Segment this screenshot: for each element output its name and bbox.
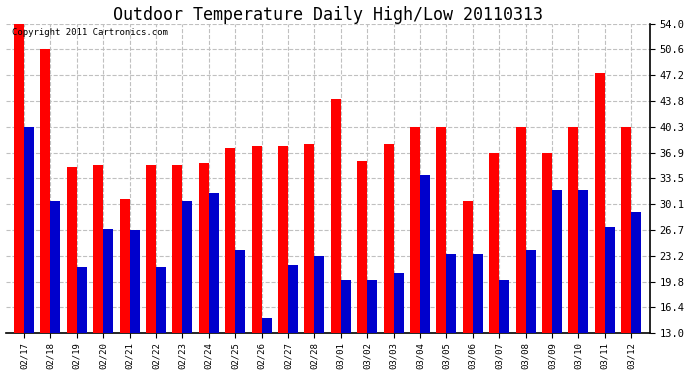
Bar xyxy=(41,50,50,375)
Bar xyxy=(621,127,631,375)
Bar xyxy=(209,194,219,375)
Bar xyxy=(473,254,483,375)
Bar xyxy=(104,229,113,375)
Bar xyxy=(384,144,393,375)
Bar xyxy=(463,201,473,375)
Bar xyxy=(182,201,193,375)
Bar xyxy=(500,280,509,375)
Bar xyxy=(420,174,430,375)
Title: Outdoor Temperature Daily High/Low 20110313: Outdoor Temperature Daily High/Low 20110… xyxy=(112,6,542,24)
Bar xyxy=(262,318,272,375)
Bar xyxy=(24,127,34,375)
Bar xyxy=(367,280,377,375)
Bar xyxy=(489,153,500,375)
Bar xyxy=(393,273,404,375)
Bar xyxy=(605,227,615,375)
Bar xyxy=(357,161,367,375)
Bar xyxy=(93,165,104,375)
Bar xyxy=(315,256,324,375)
Bar xyxy=(235,250,245,375)
Bar xyxy=(225,148,235,375)
Bar xyxy=(252,146,262,375)
Bar xyxy=(331,99,341,375)
Bar xyxy=(14,24,24,375)
Bar xyxy=(569,127,578,375)
Bar xyxy=(446,254,457,375)
Bar xyxy=(552,190,562,375)
Bar xyxy=(595,73,605,375)
Text: Copyright 2011 Cartronics.com: Copyright 2011 Cartronics.com xyxy=(12,28,168,38)
Bar xyxy=(436,127,446,375)
Bar xyxy=(130,230,139,375)
Bar xyxy=(341,280,351,375)
Bar xyxy=(578,190,589,375)
Bar xyxy=(526,250,535,375)
Bar xyxy=(156,267,166,375)
Bar xyxy=(172,165,182,375)
Bar xyxy=(410,127,420,375)
Bar xyxy=(542,153,552,375)
Bar xyxy=(50,201,61,375)
Bar xyxy=(199,163,209,375)
Bar xyxy=(288,265,298,375)
Bar xyxy=(304,144,315,375)
Bar xyxy=(515,127,526,375)
Bar xyxy=(278,146,288,375)
Bar xyxy=(119,199,130,375)
Bar xyxy=(146,165,156,375)
Bar xyxy=(631,212,641,375)
Bar xyxy=(77,267,87,375)
Bar xyxy=(67,167,77,375)
